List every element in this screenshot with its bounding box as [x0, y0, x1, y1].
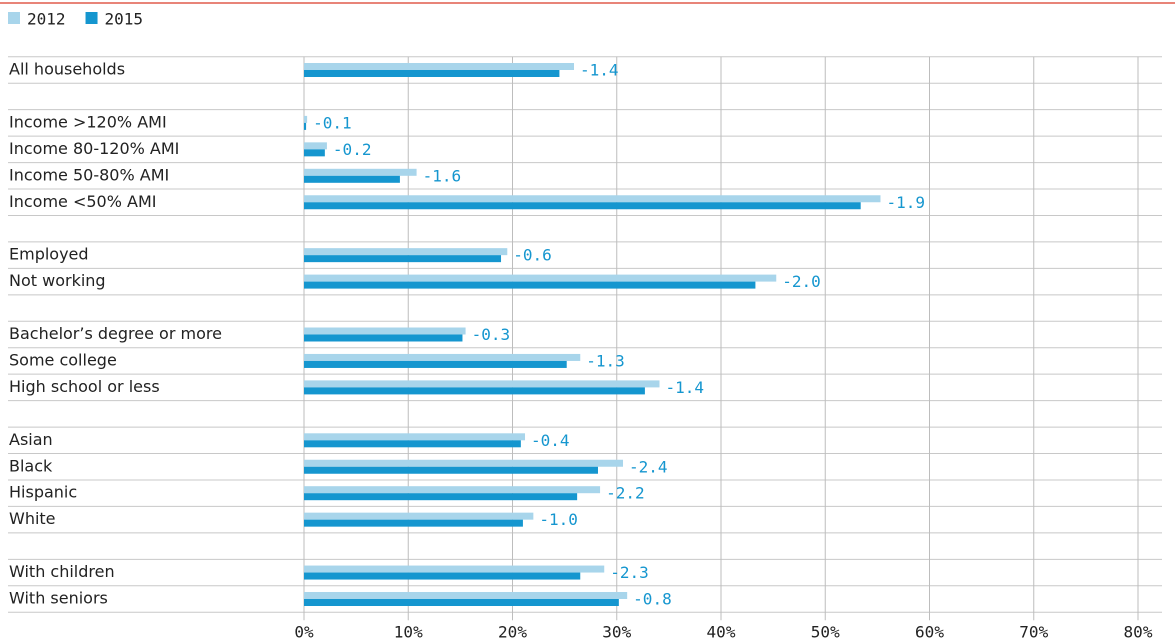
- bar: [304, 122, 307, 130]
- legend-swatch: [8, 12, 20, 24]
- y-tick-label: With seniors: [9, 589, 108, 608]
- bar: [304, 274, 777, 282]
- change-label: -1.0: [539, 510, 578, 529]
- x-tick-label: 80%: [1124, 623, 1153, 641]
- change-label: -0.2: [333, 140, 372, 159]
- bar: [304, 195, 881, 203]
- x-tick-label: 50%: [811, 623, 840, 641]
- y-tick-label: Hispanic: [9, 483, 77, 502]
- bar: [304, 63, 575, 70]
- bar: [304, 493, 578, 501]
- x-tick-label: 40%: [707, 623, 736, 641]
- bar: [304, 360, 567, 368]
- x-tick-label: 20%: [498, 623, 527, 641]
- y-tick-label: Income >120% AMI: [9, 112, 167, 131]
- bar: [304, 440, 521, 448]
- bar: [304, 115, 308, 123]
- x-tick-label: 0%: [294, 623, 314, 641]
- change-label: -1.9: [887, 193, 926, 212]
- x-tick-label: 70%: [1019, 623, 1048, 641]
- y-tick-label: Not working: [9, 271, 106, 290]
- y-tick-label: Employed: [9, 245, 89, 264]
- bar: [304, 433, 526, 441]
- bar: [304, 202, 861, 210]
- y-tick-label: Asian: [9, 430, 53, 449]
- legend-swatch: [85, 12, 98, 24]
- bar: [304, 599, 619, 606]
- bar: [304, 70, 560, 77]
- bar: [304, 175, 400, 183]
- change-label: -1.4: [580, 61, 619, 80]
- bar: [304, 459, 624, 467]
- y-tick-label: Income 50-80% AMI: [9, 165, 169, 184]
- change-label: -2.4: [629, 457, 668, 476]
- change-label: -0.3: [472, 325, 511, 344]
- bar: [304, 572, 581, 580]
- legend-label: 2015: [105, 10, 144, 29]
- bar: [304, 149, 325, 157]
- bar: [304, 380, 660, 388]
- change-label: -2.2: [606, 484, 645, 503]
- y-tick-label: High school or less: [9, 377, 160, 396]
- change-label: -1.3: [586, 351, 625, 370]
- y-tick-label: With children: [9, 562, 115, 581]
- y-tick-label: Bachelor’s degree or more: [9, 324, 222, 343]
- bar: [304, 353, 581, 361]
- change-label: -0.4: [531, 431, 570, 450]
- y-tick-label: Black: [9, 456, 53, 475]
- bar: [304, 387, 645, 395]
- bar: [304, 255, 502, 263]
- bar: [304, 486, 601, 494]
- bar: [304, 248, 508, 256]
- y-tick-label: All households: [9, 60, 125, 79]
- y-tick-label: Income 80-120% AMI: [9, 139, 179, 158]
- x-tick-label: 10%: [394, 623, 423, 641]
- bar: [304, 327, 466, 335]
- bar: [304, 334, 463, 342]
- change-label: -0.6: [513, 246, 552, 265]
- change-label: -2.3: [610, 563, 649, 582]
- change-label: -0.8: [633, 590, 672, 609]
- y-tick-label: Income <50% AMI: [9, 192, 156, 211]
- y-tick-label: Some college: [9, 350, 117, 369]
- x-tick-label: 30%: [602, 623, 631, 641]
- change-label: -1.4: [665, 378, 704, 397]
- change-label: -1.6: [423, 166, 462, 185]
- bar: [304, 168, 417, 176]
- bar: [304, 466, 598, 474]
- change-label: -0.1: [313, 113, 352, 132]
- bar: [304, 142, 327, 150]
- x-tick-label: 60%: [915, 623, 944, 641]
- change-label: -2.0: [782, 272, 821, 291]
- bar: [304, 565, 605, 573]
- bar: [304, 512, 534, 520]
- bar: [304, 281, 756, 289]
- bar: [304, 519, 523, 527]
- bar: [304, 592, 628, 599]
- legend-label: 2012: [27, 10, 66, 29]
- y-tick-label: White: [9, 509, 56, 528]
